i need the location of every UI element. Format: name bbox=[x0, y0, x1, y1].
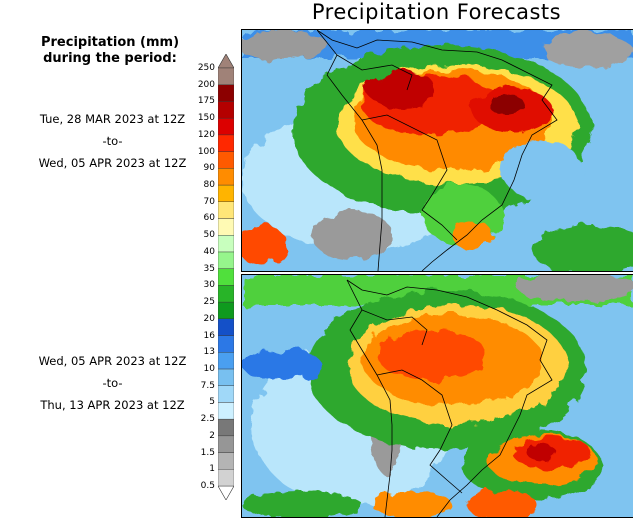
legend-swatch bbox=[218, 251, 234, 269]
legend-swatch bbox=[218, 168, 234, 186]
legend-level-label: 0.5 bbox=[200, 481, 215, 491]
page-title: Precipitation Forecasts bbox=[311, 0, 562, 24]
legend-level-label: 175 bbox=[197, 96, 215, 107]
period-1-start: Tue, 28 MAR 2023 at 12Z bbox=[39, 112, 186, 126]
legend-swatch bbox=[218, 368, 234, 386]
period-1-label: Tue, 28 MAR 2023 at 12Z -to- Wed, 05 APR… bbox=[20, 108, 205, 174]
legend-level-label: 70 bbox=[203, 196, 215, 207]
legend-swatch bbox=[218, 452, 234, 470]
legend-level-label: 7.5 bbox=[200, 380, 215, 391]
period-2-end: Thu, 13 APR 2023 at 12Z bbox=[40, 398, 185, 412]
legend-swatch bbox=[218, 151, 234, 169]
legend-level-label: 1.5 bbox=[200, 447, 215, 458]
period-1-end: Wed, 05 APR 2023 at 12Z bbox=[38, 156, 187, 170]
legend-swatch bbox=[218, 218, 234, 236]
period-2-start: Wed, 05 APR 2023 at 12Z bbox=[38, 354, 187, 368]
legend-level-label: 5 bbox=[209, 397, 215, 408]
legend-swatch bbox=[218, 469, 234, 487]
forecast-map-period-2 bbox=[241, 274, 633, 518]
legend-swatch bbox=[218, 301, 234, 320]
period-2-separator: -to- bbox=[102, 376, 123, 390]
legend-swatch bbox=[218, 101, 234, 119]
legend-level-label: 60 bbox=[203, 213, 215, 224]
legend-swatch bbox=[218, 318, 234, 336]
legend-level-label: 50 bbox=[203, 230, 215, 241]
legend-level-label: 1 bbox=[209, 464, 215, 475]
legend-level-label: 250 bbox=[197, 63, 215, 73]
legend-level-label: 25 bbox=[203, 297, 215, 308]
forecast-map-period-1 bbox=[241, 29, 633, 272]
legend-swatch bbox=[218, 268, 234, 286]
legend-swatch bbox=[218, 352, 234, 370]
legend-swatch bbox=[218, 184, 234, 202]
legend-swatch bbox=[218, 134, 234, 152]
country-borders-1 bbox=[316, 30, 558, 271]
legend-swatch bbox=[218, 84, 234, 102]
precip-fields-2 bbox=[242, 275, 633, 517]
legend-level-label: 20 bbox=[203, 313, 215, 324]
legend-level-label: 90 bbox=[203, 163, 215, 174]
color-legend-bar bbox=[218, 54, 234, 500]
legend-level-label: 2.5 bbox=[200, 414, 215, 425]
legend-swatch bbox=[218, 67, 234, 85]
legend-bottom-arrow bbox=[218, 485, 234, 500]
legend-swatch bbox=[218, 435, 234, 453]
legend-level-label: 30 bbox=[203, 280, 215, 291]
legend-level-label: 150 bbox=[197, 113, 215, 124]
legend-level-label: 100 bbox=[197, 146, 215, 157]
legend-level-label: 13 bbox=[203, 347, 215, 358]
legend-level-label: 35 bbox=[203, 263, 215, 274]
legend-level-label: 2 bbox=[209, 430, 215, 441]
legend-level-label: 10 bbox=[203, 363, 215, 374]
legend-top-arrow bbox=[218, 54, 234, 69]
period-1-separator: -to- bbox=[102, 134, 123, 148]
legend-swatch bbox=[218, 201, 234, 219]
period-2-label: Wed, 05 APR 2023 at 12Z -to- Thu, 13 APR… bbox=[20, 350, 205, 416]
legend-swatch bbox=[218, 402, 234, 420]
country-borders-2 bbox=[346, 279, 553, 517]
legend-level-label: 120 bbox=[197, 129, 215, 140]
legend-level-label: 200 bbox=[197, 79, 215, 90]
precip-fields-1 bbox=[242, 30, 633, 271]
legend-swatch bbox=[218, 234, 234, 253]
legend-level-label: 40 bbox=[203, 246, 215, 257]
units-label: Precipitation (mm) during the period: bbox=[40, 35, 180, 66]
legend-swatch bbox=[218, 285, 234, 303]
legend-swatch bbox=[218, 385, 234, 403]
legend-level-label: 80 bbox=[203, 180, 215, 191]
legend-swatch bbox=[218, 117, 234, 136]
legend-swatch bbox=[218, 418, 234, 437]
legend-level-label: 16 bbox=[203, 330, 215, 341]
legend-swatch bbox=[218, 335, 234, 353]
